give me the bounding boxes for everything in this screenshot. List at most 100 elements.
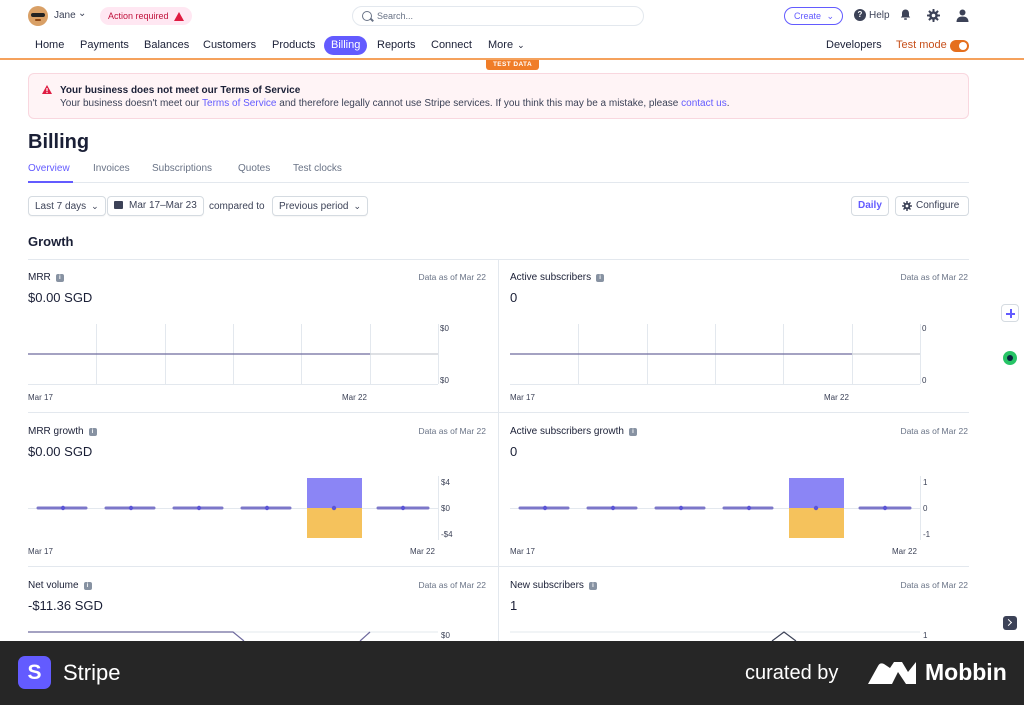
bar-negative xyxy=(789,508,844,538)
tab-quotes[interactable]: Quotes xyxy=(238,163,271,174)
developers-link[interactable]: Developers xyxy=(826,39,882,51)
y-tick-label: 1 xyxy=(923,631,928,640)
date-picker-label: Mar 17–Mar 23 xyxy=(129,200,197,211)
terminal-icon[interactable] xyxy=(1003,616,1017,630)
compared-to-label: compared to xyxy=(209,201,265,212)
chevron-down-icon[interactable]: ⌄ xyxy=(78,8,87,19)
action-required-label: Action required xyxy=(108,11,169,21)
bell-icon[interactable] xyxy=(900,9,911,20)
search-input[interactable] xyxy=(377,9,627,23)
info-icon[interactable]: i xyxy=(55,273,64,282)
active-subscribers-chart: 0 0 Mar 17 Mar 22 xyxy=(510,324,927,402)
bar-negative xyxy=(307,508,362,538)
calendar-icon xyxy=(114,201,123,209)
nav-item-payments[interactable]: Payments xyxy=(80,39,129,51)
card-title: Net volume xyxy=(28,580,79,591)
y-tick-label: -$4 xyxy=(441,530,453,539)
chevron-down-icon: ⌄ xyxy=(826,11,834,21)
info-icon[interactable]: i xyxy=(88,427,97,436)
nav-item-more[interactable]: More ⌄ xyxy=(488,39,525,51)
x-tick-label: Mar 22 xyxy=(410,547,435,556)
info-icon[interactable]: i xyxy=(628,427,637,436)
card-value: -$11.36 SGD xyxy=(28,598,103,613)
nav-item-connect[interactable]: Connect xyxy=(431,39,472,51)
y-tick-label: $0 xyxy=(440,376,449,385)
y-tick-label: 0 xyxy=(922,376,927,385)
y-tick-label: $0 xyxy=(441,631,450,640)
help-icon: ? xyxy=(854,9,866,21)
card-title: MRR xyxy=(28,272,51,283)
account-name[interactable]: Jane xyxy=(54,10,76,21)
card-value: 0 xyxy=(510,444,518,459)
interval-button[interactable]: Daily xyxy=(851,196,889,216)
y-tick-label: 0 xyxy=(922,324,927,333)
date-range-select[interactable]: Last 7 days ⌄ xyxy=(28,196,106,216)
nav-item-customers[interactable]: Customers xyxy=(203,39,257,51)
nav-item-reports[interactable]: Reports xyxy=(377,39,416,51)
info-icon[interactable]: i xyxy=(83,581,92,590)
card-mrr-growth-label[interactable]: MRR growth i xyxy=(28,426,97,437)
tab-invoices[interactable]: Invoices xyxy=(93,163,130,174)
tab-test-clocks[interactable]: Test clocks xyxy=(293,163,342,174)
card-new-subscribers-label[interactable]: New subscribers i xyxy=(510,580,597,591)
card-active-subscribers-label[interactable]: Active subscribers i xyxy=(510,272,605,283)
billing-tabs: Overview Invoices Subscriptions Quotes T… xyxy=(28,163,969,183)
y-tick-label: -1 xyxy=(923,530,931,539)
test-data-badge: TEST DATA xyxy=(486,60,539,70)
info-icon[interactable]: i xyxy=(588,581,597,590)
x-tick-label: Mar 22 xyxy=(892,547,917,556)
app-icon[interactable] xyxy=(1003,351,1017,365)
brand-name: Stripe xyxy=(63,660,121,685)
stripe-logo: S xyxy=(18,656,51,689)
card-net-volume-label[interactable]: Net volume i xyxy=(28,580,92,591)
mrr-growth-chart: $4 $0 -$4 Mar 17 Mar 22 xyxy=(28,476,453,556)
card-value: 1 xyxy=(510,598,518,613)
test-mode-toggle[interactable] xyxy=(950,40,969,52)
add-icon[interactable] xyxy=(1001,304,1019,322)
warning-icon xyxy=(42,85,52,94)
alert-text: and therefore legally cannot use Stripe … xyxy=(276,98,682,109)
user-avatar[interactable] xyxy=(28,6,48,26)
x-tick-label: Mar 17 xyxy=(28,393,53,402)
card-active-subscribers-growth-label[interactable]: Active subscribers growth i xyxy=(510,426,637,437)
nav-item-products[interactable]: Products xyxy=(272,39,316,51)
x-tick-label: Mar 22 xyxy=(342,393,367,402)
x-tick-label: Mar 17 xyxy=(510,547,535,556)
contact-us-link[interactable]: contact us xyxy=(681,98,727,109)
card-value: 0 xyxy=(510,290,518,305)
card-title: MRR growth xyxy=(28,426,84,437)
y-tick-label: $0 xyxy=(441,504,450,513)
bar-positive xyxy=(307,478,362,508)
date-picker[interactable]: Mar 17–Mar 23 xyxy=(107,196,204,216)
test-mode-label: Test mode xyxy=(896,39,947,51)
nav-item-balances[interactable]: Balances xyxy=(144,39,190,51)
growth-section-title: Growth xyxy=(28,234,74,249)
create-button[interactable]: Create ⌄ xyxy=(784,7,843,25)
configure-button[interactable]: Configure xyxy=(895,196,969,216)
tab-subscriptions[interactable]: Subscriptions xyxy=(152,163,213,174)
card-as-of: Data as of Mar 22 xyxy=(900,580,968,590)
nav-item-billing[interactable]: Billing xyxy=(324,36,368,55)
help-button[interactable]: ? Help xyxy=(854,9,890,21)
info-icon[interactable]: i xyxy=(596,273,605,282)
nav-item-home[interactable]: Home xyxy=(35,39,65,51)
x-tick-label: Mar 17 xyxy=(28,547,53,556)
chevron-down-icon: ⌄ xyxy=(353,201,362,211)
date-range-label: Last 7 days xyxy=(35,201,87,212)
card-value: $0.00 SGD xyxy=(28,444,93,459)
comparison-select[interactable]: Previous period ⌄ xyxy=(272,196,369,216)
configure-label: Configure xyxy=(916,200,960,211)
main-nav: Home Payments Balances Customers Product… xyxy=(0,32,1024,59)
help-label: Help xyxy=(869,9,890,21)
chevron-down-icon: ⌄ xyxy=(91,201,99,211)
search-bar[interactable] xyxy=(352,6,644,26)
action-required-badge[interactable]: Action required xyxy=(100,7,192,25)
person-icon[interactable] xyxy=(956,9,969,22)
gear-icon[interactable] xyxy=(927,9,940,22)
card-mrr-label[interactable]: MRR i xyxy=(28,272,64,283)
comparison-label: Previous period xyxy=(279,201,349,212)
card-as-of: Data as of Mar 22 xyxy=(418,426,486,436)
tab-overview[interactable]: Overview xyxy=(28,163,70,174)
card-title: Active subscribers xyxy=(510,272,592,283)
terms-of-service-link[interactable]: Terms of Service xyxy=(202,98,277,109)
